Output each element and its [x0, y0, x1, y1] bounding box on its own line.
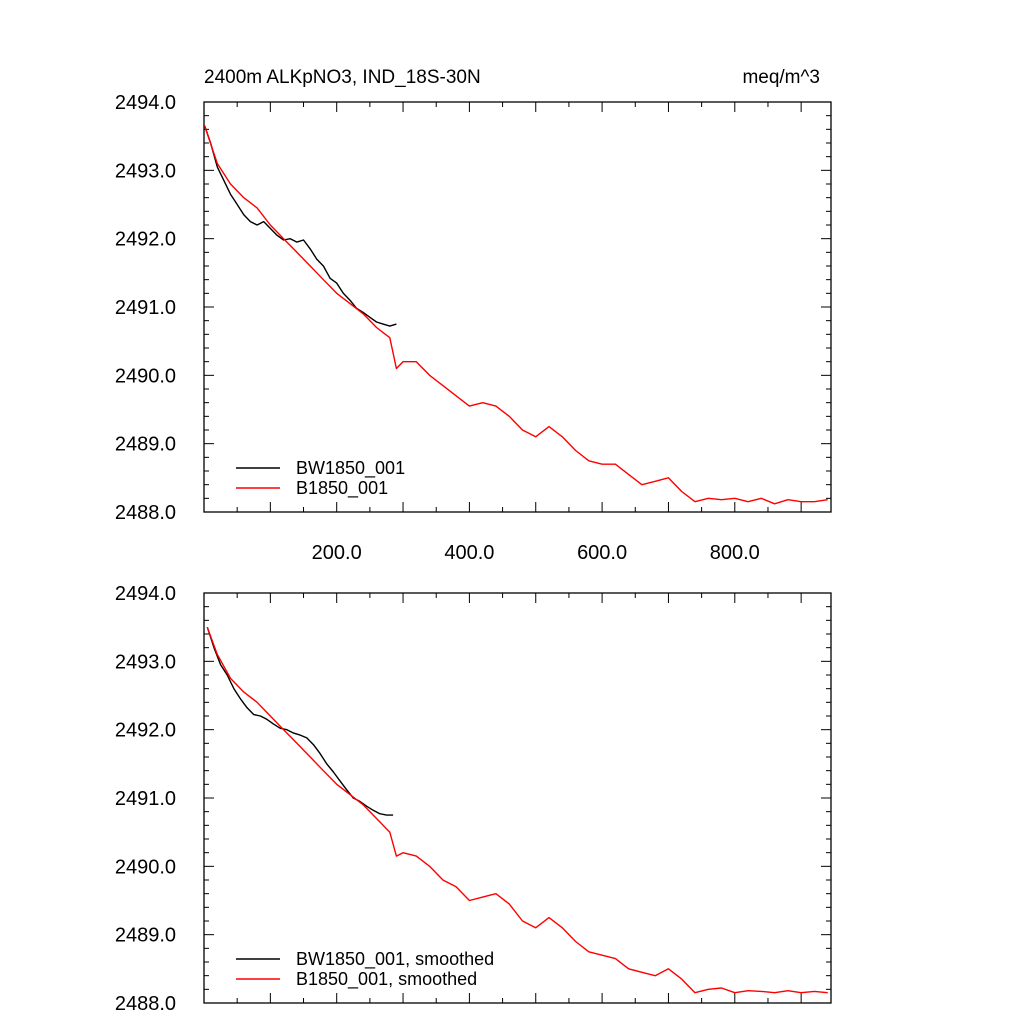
- series-line-b1850: [206, 626, 828, 994]
- series-line-bw1850: [204, 125, 397, 327]
- plot-frame: [203, 101, 832, 513]
- legend-entry: B1850_001: [296, 478, 388, 499]
- plot-frame: [203, 592, 832, 1004]
- chart-title: 2400m ALKpNO3, IND_18S-30N: [204, 67, 481, 88]
- bottom-plot-panel: 2488.0 2489.0 2490.0 2491.0 2492.0 2493.0 2494…: [115, 583, 832, 1015]
- top-plot-panel: 2488.0 2489.0 2490.0 2491.0 2492.0 2493.0 2494…: [115, 92, 832, 564]
- y-tick-label: 2491.0: [115, 297, 176, 319]
- legend-entry: BW1850_001: [296, 458, 405, 479]
- x-tick-label: 800.0: [710, 542, 760, 564]
- y-tick-label: 2494.0: [115, 583, 176, 605]
- y-tick-label: 2492.0: [115, 229, 176, 251]
- y-tick-label: 2490.0: [115, 365, 176, 387]
- legend-entry: B1850_001, smoothed: [296, 969, 477, 990]
- x-tick-label: 200.0: [312, 542, 362, 564]
- y-tick-label: 2492.0: [115, 720, 176, 742]
- y-tick-label: 2491.0: [115, 788, 176, 810]
- legend-entry: BW1850_001, smoothed: [296, 949, 494, 970]
- y-tick-label: 2493.0: [115, 160, 176, 182]
- y-tick-label: 2493.0: [115, 651, 176, 673]
- x-tick-label: 600.0: [577, 542, 627, 564]
- series-line-b1850: [204, 125, 828, 505]
- y-tick-label: 2488.0: [115, 993, 176, 1015]
- y-tick-label: 2494.0: [115, 92, 176, 114]
- x-tick-label: 400.0: [444, 542, 494, 564]
- y-tick-label: 2489.0: [115, 434, 176, 456]
- y-tick-label: 2488.0: [115, 502, 176, 524]
- y-tick-label: 2489.0: [115, 925, 176, 947]
- units-label: meq/m^3: [742, 67, 820, 88]
- y-tick-label: 2490.0: [115, 856, 176, 878]
- series-line-bw1850: [206, 626, 394, 816]
